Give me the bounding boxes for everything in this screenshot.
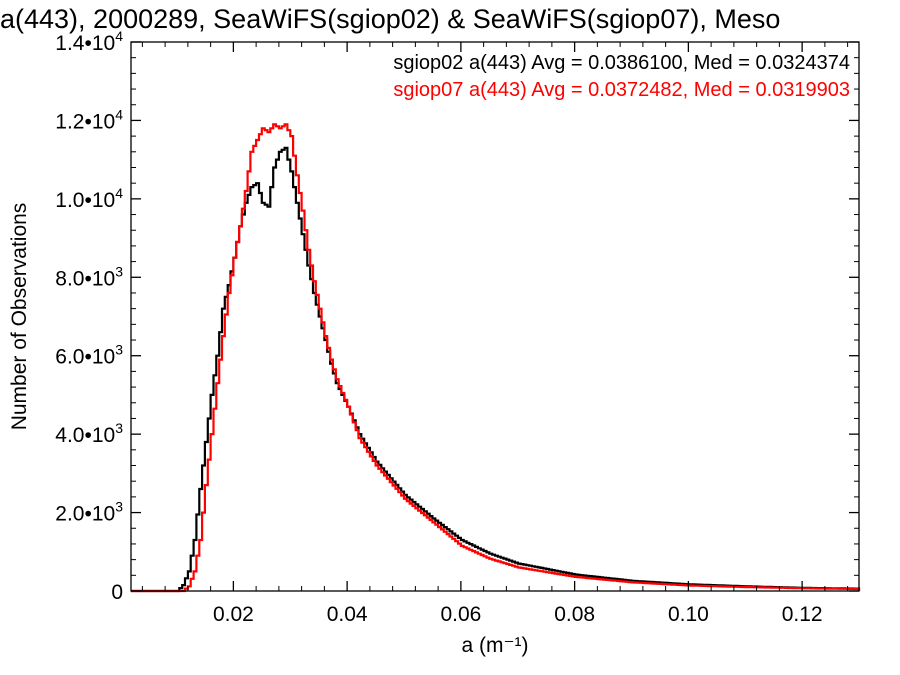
x-tick-label: 0.04	[327, 603, 368, 626]
x-tick-label: 0.06	[440, 603, 481, 626]
y-tick-exponent: 3	[115, 342, 123, 358]
legend-entry-sgiop02: sgiop02 a(443) Avg = 0.0386100, Med = 0.…	[393, 52, 850, 74]
plot-frame	[130, 41, 860, 592]
y-axis-label: Number of Observations	[8, 203, 31, 431]
y-tick-exponent: 3	[115, 499, 123, 515]
series-sgiop02-line	[131, 146, 861, 593]
y-tick-label: 1.2•104	[55, 106, 123, 133]
y-tick-label: 6.0•103	[55, 342, 123, 369]
y-tick-label: 1.0•104	[55, 185, 123, 212]
x-tick-label: 0.08	[554, 603, 595, 626]
y-tick-label: 4.0•103	[55, 420, 123, 447]
x-tick-label: 0.10	[668, 603, 709, 626]
x-tick-label: 0.02	[213, 603, 254, 626]
y-tick-exponent: 4	[115, 28, 123, 44]
y-tick-label: 0	[111, 581, 123, 604]
series-sgiop07-line	[131, 123, 861, 593]
series-layer	[131, 123, 861, 593]
y-tick-label: 8.0•103	[55, 263, 123, 290]
y-tick-exponent: 4	[115, 106, 123, 122]
y-tick-label: 1.4•104	[55, 28, 123, 55]
y-tick-exponent: 3	[115, 263, 123, 279]
legend: sgiop02 a(443) Avg = 0.0386100, Med = 0.…	[393, 52, 850, 101]
chart-title: a(443), 2000289, SeaWiFS(sgiop02) & SeaW…	[0, 4, 781, 34]
y-tick-exponent: 4	[115, 185, 123, 201]
legend-entry-sgiop07: sgiop07 a(443) Avg = 0.0372482, Med = 0.…	[393, 79, 850, 101]
x-axis-label: a (m⁻¹)	[461, 634, 528, 657]
x-tick-label: 0.12	[782, 603, 823, 626]
y-tick-label: 2.0•103	[55, 499, 123, 526]
ticks-layer: 0.02 0.04 0.06 0.08 0.10 0.12 0 2.0•103 4.0•103 6…	[55, 28, 859, 626]
y-tick-exponent: 3	[115, 420, 123, 436]
